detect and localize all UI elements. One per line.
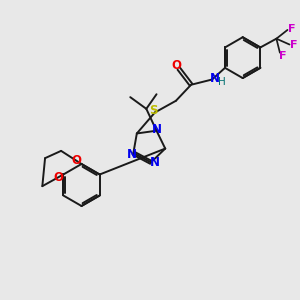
Text: F: F xyxy=(287,24,295,34)
Text: H: H xyxy=(218,77,226,87)
Text: N: N xyxy=(149,156,159,169)
Text: O: O xyxy=(172,59,182,72)
Text: O: O xyxy=(71,154,81,167)
Text: S: S xyxy=(149,103,158,117)
Text: F: F xyxy=(279,52,286,61)
Text: N: N xyxy=(127,148,137,161)
Text: N: N xyxy=(152,123,161,136)
Text: F: F xyxy=(290,40,298,50)
Text: N: N xyxy=(209,72,219,85)
Text: O: O xyxy=(53,172,63,184)
